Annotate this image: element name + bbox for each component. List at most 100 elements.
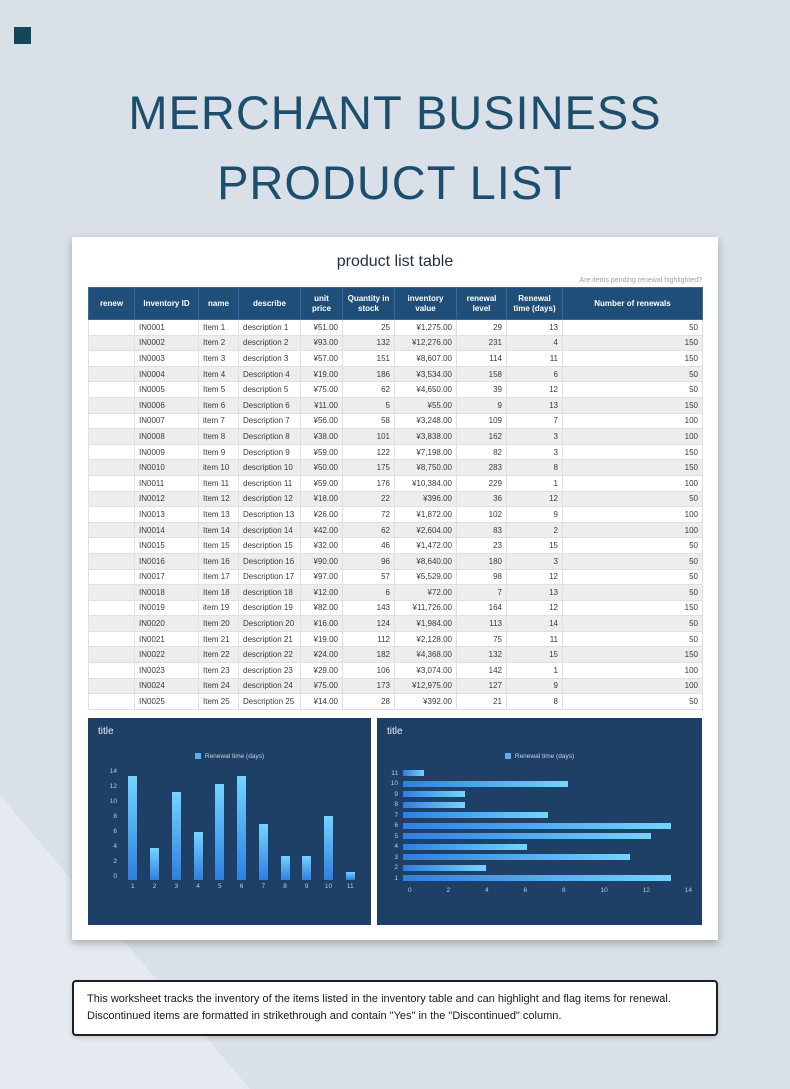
table-row[interactable]: IN0012 Item 12 description 12 ¥18.00 22 ¥396.… — [88, 490, 703, 508]
table-row[interactable]: IN0007 item 7 Description 7 ¥56.00 58 ¥3,248.… — [88, 412, 703, 430]
table-cell — [88, 568, 135, 586]
table-cell: Description 6 — [238, 396, 301, 414]
table-row[interactable]: IN0022 Item 22 description 22 ¥24.00 182 ¥4,3… — [88, 646, 703, 664]
table-row[interactable]: IN0010 item 10 description 10 ¥50.00 175 ¥8,7… — [88, 459, 703, 476]
x-tick-label: 6 — [523, 887, 528, 895]
x-tick-label: 6 — [239, 882, 244, 890]
bar[interactable] — [323, 815, 333, 880]
hbar-row: 7 — [387, 810, 692, 821]
bar[interactable] — [258, 823, 268, 880]
column-header[interactable]: renew — [88, 287, 135, 320]
column-header[interactable]: Renewal time (days) — [506, 287, 563, 320]
page-title: MERCHANT BUSINESS PRODUCT LIST — [0, 78, 790, 218]
bar[interactable] — [237, 775, 247, 880]
table-cell: 180 — [456, 552, 507, 570]
table-cell: ¥50.00 — [300, 459, 343, 476]
bar[interactable] — [403, 780, 569, 787]
table-cell: Item 16 — [198, 552, 239, 570]
table-row[interactable]: IN0006 Item 6 Description 6 ¥11.00 5 ¥55.00 9 1… — [88, 396, 703, 414]
table-row[interactable]: IN0020 Item 20 Description 20 ¥16.00 124 ¥1,9… — [88, 615, 703, 632]
table-cell: 39 — [456, 381, 507, 398]
table-row[interactable]: IN0021 Item 21 description 21 ¥19.00 112 ¥2,1… — [88, 630, 703, 648]
table-row[interactable]: IN0002 Item 2 description 2 ¥93.00 132 ¥12,27… — [88, 334, 703, 352]
table-row[interactable]: IN0014 Item 14 description 14 ¥42.00 62 ¥2,60… — [88, 521, 703, 539]
table-row[interactable]: IN0015 Item 15 description 15 ¥32.00 46 ¥1,47… — [88, 537, 703, 554]
column-header[interactable]: Quantity in stock — [342, 287, 395, 320]
table-cell — [88, 521, 135, 539]
bar[interactable] — [345, 871, 355, 880]
table-row[interactable]: IN0019 item 19 description 19 ¥82.00 143 ¥11,… — [88, 599, 703, 617]
column-header[interactable]: describe — [238, 287, 301, 320]
table-cell: 112 — [342, 630, 395, 648]
bar[interactable] — [403, 822, 672, 829]
table-cell: 8 — [506, 693, 563, 710]
table-cell: 29 — [456, 319, 507, 336]
bar[interactable] — [403, 864, 486, 871]
chart-title: title — [387, 725, 403, 737]
table-cell: 150 — [562, 334, 703, 352]
table-cell: 13 — [506, 584, 563, 601]
column-header[interactable]: unit price — [300, 287, 343, 320]
table-row[interactable]: IN0009 Item 9 Description 9 ¥59.00 122 ¥7,198… — [88, 443, 703, 461]
table-cell: 100 — [562, 521, 703, 539]
column-header[interactable]: name — [198, 287, 239, 320]
table-cell: 132 — [342, 334, 395, 352]
page-title-line2: PRODUCT LIST — [217, 156, 573, 209]
table-cell: description 18 — [238, 584, 301, 601]
bar[interactable] — [150, 847, 160, 880]
table-cell — [88, 677, 135, 695]
table-row[interactable]: IN0016 Item 16 Description 16 ¥90.00 96 ¥8,64… — [88, 552, 703, 570]
table-cell: 58 — [342, 412, 395, 430]
column-header[interactable]: Inventory ID — [134, 287, 199, 320]
bar[interactable] — [403, 833, 651, 840]
bar[interactable] — [403, 801, 465, 808]
bar[interactable] — [403, 812, 548, 819]
table-cell: 46 — [342, 537, 395, 554]
table-cell: 1 — [506, 474, 563, 492]
table-row[interactable]: IN0025 Item 25 Description 25 ¥14.00 28 ¥392.… — [88, 693, 703, 710]
bar[interactable] — [128, 775, 138, 880]
table-row[interactable]: IN0003 Item 3 description 3 ¥57.00 151 ¥8,607… — [88, 350, 703, 367]
bar[interactable] — [280, 855, 290, 880]
column-header[interactable]: inventory value — [394, 287, 457, 320]
table-cell: IN0017 — [134, 568, 199, 586]
table-row[interactable]: IN0017 Item 17 Description 17 ¥97.00 57 ¥5,52… — [88, 568, 703, 586]
table-cell: IN0024 — [134, 677, 199, 695]
bar[interactable] — [215, 783, 225, 880]
column-header[interactable]: Number of renewals — [562, 287, 703, 320]
bar[interactable] — [171, 791, 181, 880]
y-tick-label: 14 — [109, 767, 117, 775]
bar[interactable] — [403, 791, 465, 798]
table-row[interactable]: IN0011 Item 11 description 11 ¥59.00 176 ¥10,… — [88, 474, 703, 492]
x-tick-label: 9 — [304, 882, 309, 890]
table-row[interactable]: IN0004 Item 4 Description 4 ¥19.00 186 ¥3,534… — [88, 365, 703, 383]
table-cell: 50 — [562, 615, 703, 632]
bar[interactable] — [403, 854, 631, 861]
table-row[interactable]: IN0008 Item 8 Description 8 ¥38.00 101 ¥3,838… — [88, 428, 703, 445]
table-cell: ¥19.00 — [300, 630, 343, 648]
table-row[interactable]: IN0001 Item 1 description 1 ¥51.00 25 ¥1,275.… — [88, 319, 703, 336]
table-row[interactable]: IN0018 Item 18 description 18 ¥12.00 6 ¥72.00… — [88, 584, 703, 601]
y-tick-label: 9 — [394, 790, 398, 798]
column-header[interactable]: renewal level — [456, 287, 507, 320]
horizontal-bar-chart[interactable]: title Renewal time (days) 11 10 9 8 7 6 5 4 3 2 1 … — [377, 717, 702, 925]
table-cell: ¥32.00 — [300, 537, 343, 554]
bar[interactable] — [193, 831, 203, 880]
product-table[interactable]: renew Inventory ID name describe unit price Q… — [88, 287, 703, 710]
table-cell — [88, 506, 135, 523]
table-cell: Item 22 — [198, 646, 239, 664]
table-cell: ¥3,838.00 — [394, 428, 457, 445]
bar[interactable] — [403, 875, 672, 882]
bar[interactable] — [302, 855, 312, 880]
table-row[interactable]: IN0023 Item 23 description 23 ¥29.00 106 ¥3,0… — [88, 662, 703, 679]
table-cell: 176 — [342, 474, 395, 492]
table-cell: ¥75.00 — [300, 677, 343, 695]
table-row[interactable]: IN0005 Item 5 description 5 ¥75.00 62 ¥4,650.… — [88, 381, 703, 398]
table-row[interactable]: IN0013 Item 13 Description 13 ¥26.00 72 ¥1,87… — [88, 506, 703, 523]
y-tick-label: 4 — [113, 842, 117, 850]
bar[interactable] — [403, 770, 424, 777]
table-row[interactable]: IN0024 Item 24 description 24 ¥75.00 173 ¥12,… — [88, 677, 703, 695]
bar[interactable] — [403, 843, 527, 850]
table-cell: description 21 — [238, 630, 301, 648]
